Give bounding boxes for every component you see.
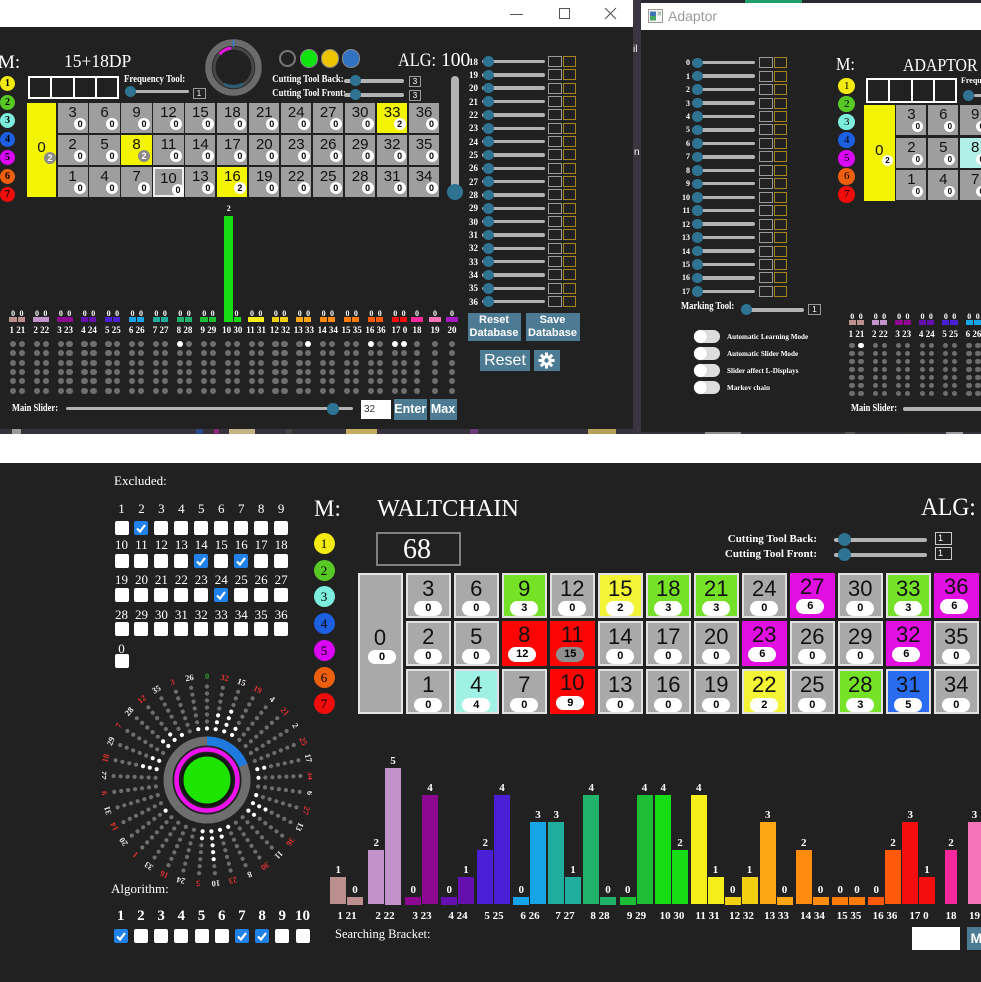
svg-text:13: 13 <box>293 821 306 833</box>
svg-text:32: 32 <box>220 672 230 683</box>
svg-text:14: 14 <box>107 820 120 833</box>
svg-text:34: 34 <box>306 771 312 781</box>
svg-text:9: 9 <box>102 790 109 795</box>
svg-text:22: 22 <box>102 771 108 780</box>
svg-text:31: 31 <box>102 805 114 816</box>
svg-text:29: 29 <box>104 735 116 747</box>
svg-text:6: 6 <box>305 790 312 795</box>
svg-text:10: 10 <box>211 878 220 888</box>
svg-text:18: 18 <box>102 753 111 763</box>
svg-text:5: 5 <box>196 878 201 888</box>
svg-text:20: 20 <box>117 835 130 848</box>
svg-text:23: 23 <box>228 875 239 887</box>
svg-text:30: 30 <box>259 860 272 873</box>
svg-text:33: 33 <box>142 860 155 873</box>
svg-text:1: 1 <box>130 850 140 860</box>
svg-text:36: 36 <box>284 835 297 848</box>
svg-text:7: 7 <box>113 720 124 729</box>
svg-text:25: 25 <box>297 735 309 747</box>
svg-text:11: 11 <box>273 849 286 862</box>
svg-text:16: 16 <box>158 868 170 881</box>
svg-text:15: 15 <box>236 676 247 688</box>
svg-text:8: 8 <box>246 869 254 880</box>
svg-text:26: 26 <box>184 672 194 683</box>
svg-text:35: 35 <box>150 683 162 696</box>
svg-text:24: 24 <box>175 875 186 887</box>
svg-text:12: 12 <box>135 693 148 706</box>
svg-text:17: 17 <box>303 753 312 764</box>
svg-text:21: 21 <box>278 705 291 718</box>
svg-text:2: 2 <box>290 721 301 730</box>
svg-text:0: 0 <box>205 672 209 681</box>
svg-text:28: 28 <box>122 705 135 718</box>
svg-text:3: 3 <box>169 677 176 688</box>
svg-text:19: 19 <box>252 683 264 696</box>
svg-text:27: 27 <box>300 805 312 817</box>
svg-text:4: 4 <box>268 694 278 705</box>
